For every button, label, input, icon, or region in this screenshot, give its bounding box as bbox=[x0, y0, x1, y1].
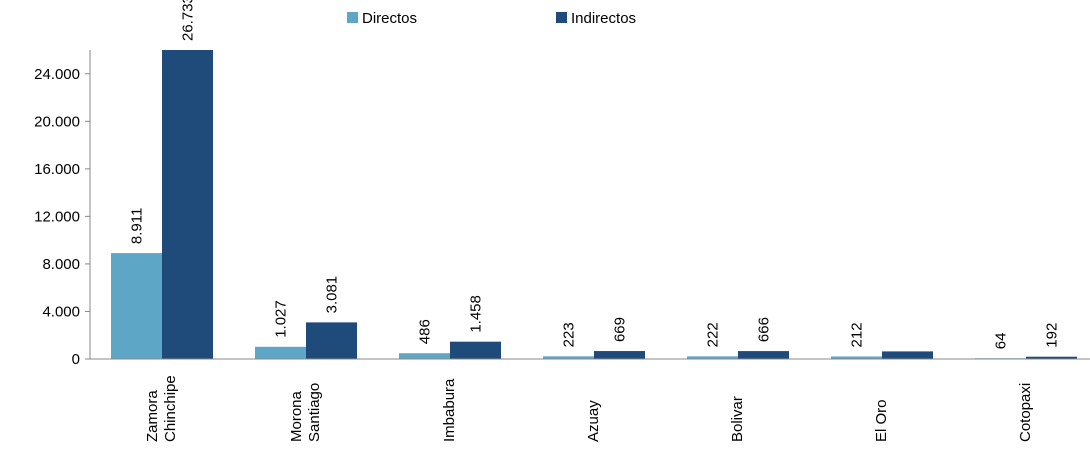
data-label: 669 bbox=[612, 317, 629, 342]
bar bbox=[399, 353, 450, 359]
x-tick-label: Morona Santiago bbox=[288, 382, 323, 442]
y-tick-label: 24.000 bbox=[34, 66, 80, 83]
data-label: 666 bbox=[756, 317, 773, 342]
bar bbox=[738, 351, 789, 359]
data-label: 64 bbox=[993, 333, 1010, 350]
data-label: 1.458 bbox=[468, 295, 485, 333]
bar bbox=[831, 356, 882, 359]
y-tick-label: 16.000 bbox=[34, 161, 80, 178]
bar bbox=[543, 356, 594, 359]
bar bbox=[306, 322, 357, 359]
y-tick-label: 4.000 bbox=[42, 303, 80, 320]
data-label: 192 bbox=[1044, 323, 1061, 348]
x-tick-label: Imbabura bbox=[441, 378, 458, 442]
x-tick-label: El Oro bbox=[873, 399, 890, 442]
data-label: 3.081 bbox=[324, 276, 341, 314]
data-label: 222 bbox=[705, 322, 722, 347]
data-label: 223 bbox=[561, 322, 578, 347]
bar bbox=[594, 351, 645, 359]
bar bbox=[450, 341, 501, 359]
bar bbox=[111, 253, 162, 359]
bar bbox=[1026, 356, 1077, 359]
bar bbox=[255, 346, 306, 359]
data-label: 26.733 bbox=[180, 0, 197, 41]
plot-area bbox=[111, 50, 1077, 360]
y-tick-label: 20.000 bbox=[34, 113, 80, 130]
bar bbox=[162, 50, 213, 360]
data-label: 8.911 bbox=[129, 208, 146, 244]
x-tick-label: Cotopaxi bbox=[1017, 382, 1034, 442]
x-tick-label: Zamora Chinchipe bbox=[144, 375, 179, 442]
y-tick-label: 12.000 bbox=[34, 208, 80, 225]
x-tick-label: Bolivar bbox=[729, 396, 746, 442]
data-label: 212 bbox=[849, 322, 866, 347]
data-label: 1.027 bbox=[273, 300, 290, 338]
bar bbox=[687, 356, 738, 359]
legend-label: Indirectos bbox=[571, 10, 636, 27]
legend-swatch bbox=[556, 12, 567, 23]
legend-swatch bbox=[347, 12, 358, 23]
y-tick-label: 0 bbox=[72, 351, 80, 368]
bar bbox=[882, 351, 933, 359]
legend-label: Directos bbox=[362, 10, 417, 27]
y-tick-label: 8.000 bbox=[42, 256, 80, 273]
data-label: 486 bbox=[417, 319, 434, 344]
x-tick-label: Azuay bbox=[585, 400, 602, 442]
